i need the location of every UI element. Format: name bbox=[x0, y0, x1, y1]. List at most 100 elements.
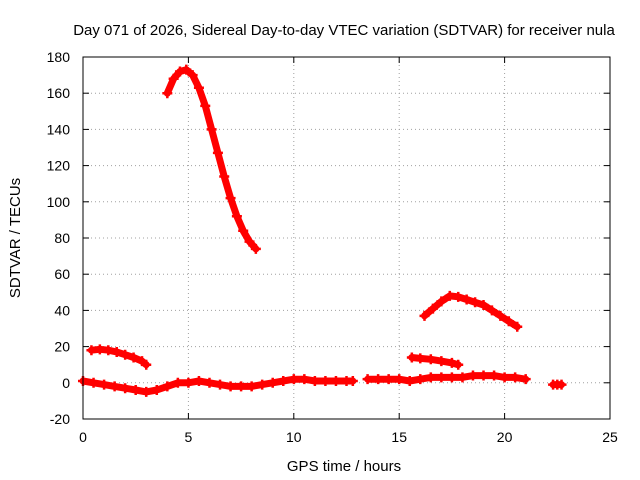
data-point bbox=[486, 305, 497, 316]
series-arc-early bbox=[86, 344, 152, 370]
data-point bbox=[206, 124, 217, 135]
data-point bbox=[427, 303, 438, 314]
tick-layer: 0 5 10 15 20 25 -20 0 20 40 60 80 100 120 140 160 180 bbox=[47, 49, 618, 445]
data-point bbox=[320, 375, 331, 386]
data-point bbox=[103, 345, 114, 356]
data-point bbox=[174, 66, 185, 77]
data-point bbox=[425, 354, 436, 365]
data-point bbox=[193, 82, 204, 93]
data-point bbox=[238, 225, 249, 236]
y-tick-label: 40 bbox=[54, 302, 70, 318]
data-point bbox=[141, 359, 152, 370]
y-tick-label: 20 bbox=[54, 339, 70, 355]
data-point bbox=[111, 347, 122, 358]
data-point bbox=[204, 377, 215, 388]
series-layer bbox=[78, 64, 567, 397]
data-point bbox=[330, 375, 341, 386]
data-point bbox=[120, 383, 131, 394]
data-point bbox=[309, 375, 320, 386]
data-point bbox=[88, 377, 99, 388]
series-baseline-1 bbox=[78, 374, 358, 397]
data-point bbox=[499, 372, 510, 383]
data-point bbox=[453, 359, 464, 370]
x-tick-label: 15 bbox=[391, 429, 407, 445]
data-point bbox=[181, 64, 192, 75]
y-tick-label: 160 bbox=[47, 85, 71, 101]
data-point bbox=[373, 374, 384, 385]
data-point bbox=[130, 385, 141, 396]
data-point bbox=[231, 211, 242, 222]
data-point bbox=[453, 291, 464, 302]
data-point bbox=[383, 374, 394, 385]
data-point bbox=[128, 352, 139, 363]
y-tick-label: 60 bbox=[54, 266, 70, 282]
x-axis-label: GPS time / hours bbox=[287, 458, 401, 475]
y-tick-label: 100 bbox=[47, 194, 71, 210]
data-point bbox=[478, 299, 489, 310]
data-point bbox=[162, 381, 173, 392]
data-point bbox=[212, 147, 223, 158]
x-tick-label: 5 bbox=[185, 429, 193, 445]
x-tick-label: 10 bbox=[286, 429, 302, 445]
grid-layer bbox=[83, 57, 610, 419]
data-point bbox=[347, 375, 358, 386]
data-point bbox=[120, 349, 131, 360]
x-tick-label: 0 bbox=[79, 429, 87, 445]
data-point bbox=[415, 353, 426, 364]
y-tick-label: 140 bbox=[47, 121, 71, 137]
series-line bbox=[364, 372, 530, 385]
chart-title: Day 071 of 2026, Sidereal Day-to-day VTE… bbox=[73, 22, 615, 39]
data-point bbox=[467, 370, 478, 381]
data-point bbox=[278, 375, 289, 386]
y-tick-label: 120 bbox=[47, 158, 71, 174]
data-point bbox=[246, 381, 257, 392]
data-point bbox=[215, 379, 226, 390]
data-point bbox=[489, 370, 500, 381]
data-point bbox=[267, 377, 278, 388]
data-point bbox=[404, 375, 415, 386]
data-point bbox=[510, 372, 521, 383]
y-axis-label: SDTVAR / TECUs bbox=[7, 178, 24, 298]
data-point bbox=[512, 321, 523, 332]
data-point bbox=[436, 296, 447, 307]
data-point bbox=[225, 381, 236, 392]
x-tick-label: 20 bbox=[497, 429, 513, 445]
data-point bbox=[250, 243, 261, 254]
y-tick-label: 0 bbox=[62, 375, 70, 391]
data-point bbox=[444, 290, 455, 301]
data-point bbox=[183, 377, 194, 388]
y-tick-label: 180 bbox=[47, 49, 71, 65]
data-point bbox=[219, 171, 230, 182]
y-tick-label: -20 bbox=[50, 411, 70, 427]
data-point bbox=[168, 73, 179, 84]
data-point bbox=[425, 372, 436, 383]
data-point bbox=[288, 374, 299, 385]
data-point bbox=[109, 381, 120, 392]
data-point bbox=[461, 294, 472, 305]
data-point bbox=[446, 372, 457, 383]
data-point bbox=[299, 374, 310, 385]
data-point bbox=[141, 386, 152, 397]
series-arc-late-peak bbox=[419, 290, 523, 332]
data-point bbox=[478, 370, 489, 381]
plot-frame bbox=[82, 56, 611, 420]
data-point bbox=[187, 70, 198, 81]
data-point bbox=[419, 310, 430, 321]
data-point bbox=[436, 372, 447, 383]
series-baseline-3 bbox=[548, 379, 567, 390]
data-point bbox=[244, 236, 255, 247]
data-point bbox=[457, 372, 468, 383]
data-point bbox=[470, 297, 481, 308]
data-point bbox=[151, 385, 162, 396]
data-point bbox=[200, 100, 211, 111]
series-baseline-2 bbox=[362, 370, 531, 386]
x-tick-label: 25 bbox=[602, 429, 618, 445]
data-point bbox=[520, 374, 531, 385]
data-point bbox=[436, 356, 447, 367]
y-tick-label: 80 bbox=[54, 230, 70, 246]
data-point bbox=[236, 381, 247, 392]
data-point bbox=[94, 344, 105, 355]
data-point bbox=[362, 374, 373, 385]
data-point bbox=[99, 379, 110, 390]
data-point bbox=[503, 316, 514, 327]
